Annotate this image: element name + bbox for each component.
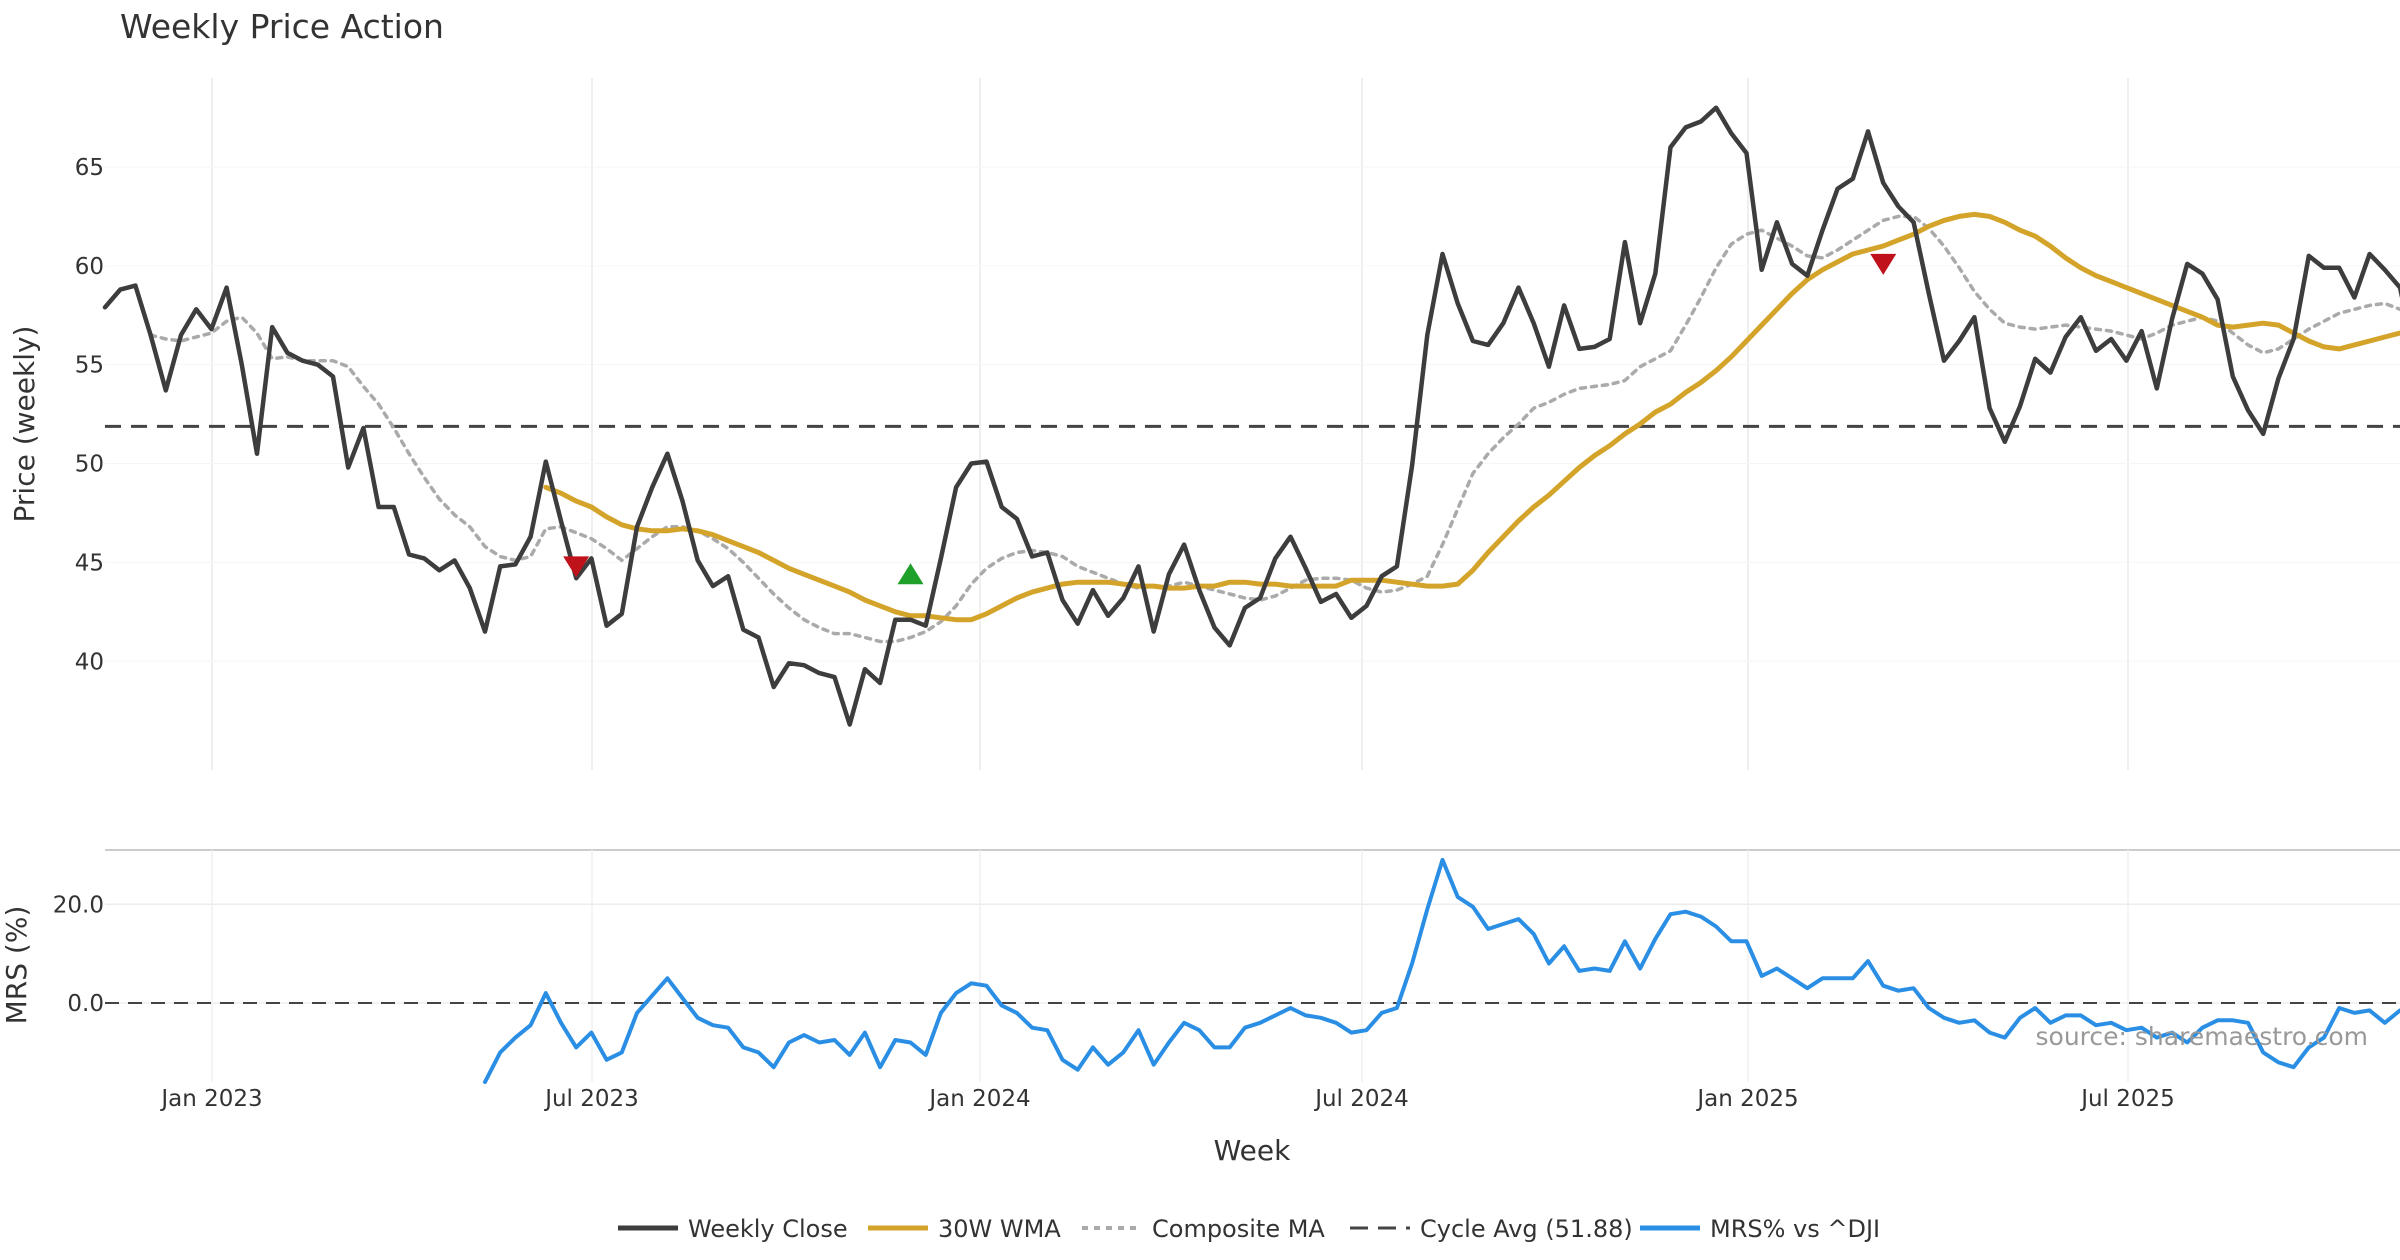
x-tick-label: Jul 2025 <box>2079 1086 2175 1112</box>
signal-markers <box>563 253 1897 585</box>
mrs-y-axis-label: MRS (%) <box>0 906 33 1025</box>
series-mrs-vs-dji <box>483 857 2400 1084</box>
mrs-y-tick-label: 0.0 <box>67 991 104 1017</box>
legend-label: 30W WMA <box>938 1215 1061 1243</box>
x-tick-label: Jan 2025 <box>1695 1086 1798 1112</box>
price-y-tick-label: 45 <box>75 550 104 576</box>
price-series <box>102 105 2400 727</box>
price-y-axis-label: Price (weekly) <box>8 326 41 523</box>
price-y-tick-label: 60 <box>75 254 104 280</box>
legend-label: Cycle Avg (51.88) <box>1420 1215 1633 1243</box>
series-30w-wma <box>543 211 2400 623</box>
series-weekly-close <box>102 105 2400 727</box>
sell-signal-marker <box>563 556 590 578</box>
price-y-tick-label: 50 <box>75 452 104 478</box>
source-annotation: source: sharemaestro.com <box>2036 1022 2369 1051</box>
x-tick-label: Jul 2023 <box>543 1086 639 1112</box>
x-tick-label: Jul 2024 <box>1313 1086 1409 1112</box>
chart-title: Weekly Price Action <box>120 7 444 46</box>
buy-signal-marker <box>897 563 924 585</box>
series-composite-ma <box>148 214 2400 644</box>
x-axis-label: Week <box>1214 1134 1291 1167</box>
price-y-tick-label: 40 <box>75 649 104 675</box>
mrs-panel: 0.0 20.0 MRS (%) source: sharemaestro.com <box>0 849 2400 1084</box>
legend-label: Composite MA <box>1152 1215 1325 1243</box>
price-panel: 40 45 50 55 60 65 Price (weekly) <box>8 78 2400 770</box>
legend-label: Weekly Close <box>688 1215 848 1243</box>
price-y-tick-label: 55 <box>75 353 104 379</box>
mrs-series <box>483 857 2400 1084</box>
price-y-ticks: 40 45 50 55 60 65 <box>75 155 2400 675</box>
x-tick-label: Jan 2023 <box>159 1086 262 1112</box>
mrs-gridlines <box>211 850 2129 1082</box>
legend-label: MRS% vs ^DJI <box>1710 1215 1880 1243</box>
mrs-y-tick-label: 20.0 <box>53 892 104 918</box>
price-gridlines <box>211 78 2129 770</box>
mrs-y-ticks: 0.0 20.0 <box>53 892 2400 1017</box>
legend: Weekly Close 30W WMA Composite MA Cycle Avg… <box>618 1215 1880 1243</box>
sell-signal-marker <box>1870 253 1897 275</box>
x-tick-label: Jan 2024 <box>927 1086 1030 1112</box>
price-y-tick-label: 65 <box>75 155 104 181</box>
x-tick-labels: Jan 2023 Jul 2023 Jan 2024 Jul 2024 Jan 2025… <box>159 1086 2174 1112</box>
